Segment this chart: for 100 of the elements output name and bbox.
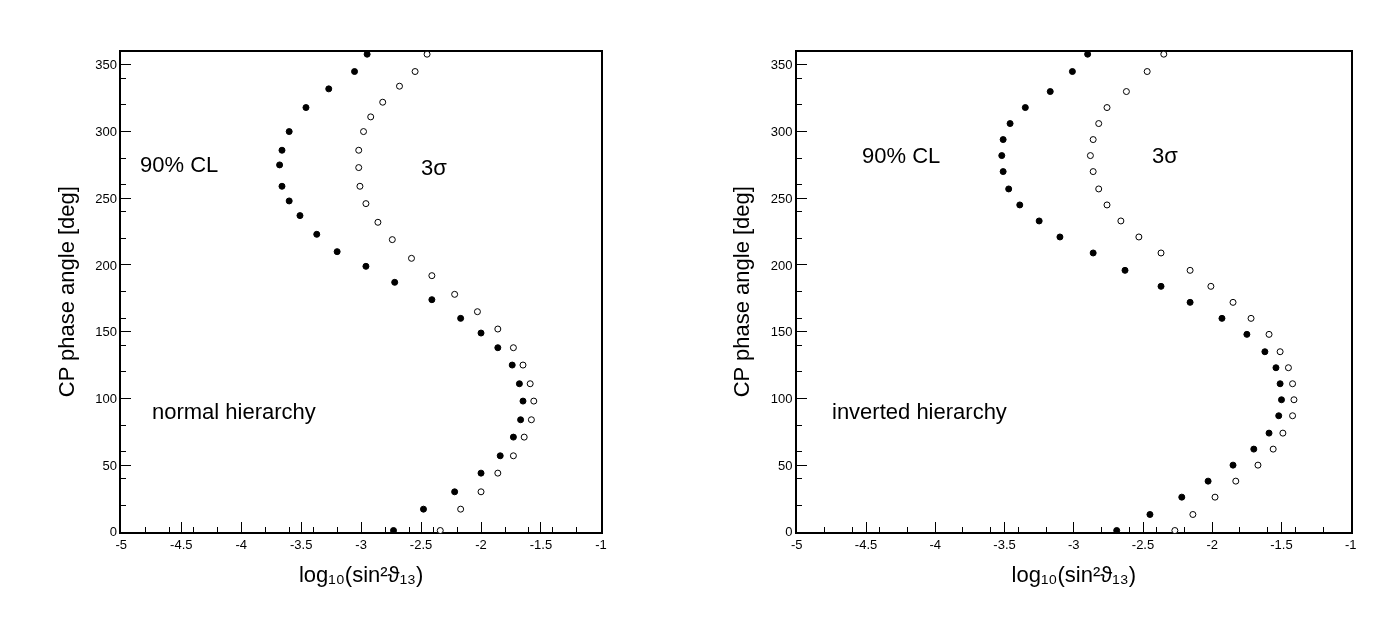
x-tick-label: -5: [791, 537, 803, 553]
point: [1218, 314, 1226, 322]
point: [362, 262, 370, 270]
point: [1178, 493, 1186, 501]
point: [1021, 104, 1029, 112]
point: [356, 182, 364, 190]
point: [351, 68, 359, 76]
x-axis-title: log₁₀(sin²ϑ₁₃): [1011, 561, 1136, 587]
point: [1143, 68, 1151, 76]
point: [1122, 88, 1130, 96]
point: [457, 314, 465, 322]
x-tick-label: -5: [115, 537, 128, 553]
x-tick-label: -4.5: [170, 537, 193, 553]
point: [436, 527, 444, 535]
point: [1146, 510, 1154, 518]
y-tick-label: 350: [770, 57, 793, 73]
point: [1276, 380, 1284, 388]
x-tick-label: -1.5: [1270, 537, 1293, 553]
x-axis-title: log₁₀(sin²ϑ₁₃): [298, 561, 424, 587]
point: [355, 164, 363, 172]
point: [1095, 185, 1103, 193]
x-tick-label: -4: [929, 537, 942, 553]
annotation: normal hierarchy: [152, 399, 316, 424]
point: [999, 136, 1007, 144]
x-tick-label: -2: [475, 537, 487, 553]
text: 3σ: [421, 155, 448, 180]
y-tick-label: 100: [770, 390, 793, 406]
point: [526, 380, 534, 388]
point: [1261, 348, 1269, 356]
point: [1157, 282, 1165, 290]
x-tick-label: -2.5: [409, 537, 433, 553]
point: [1089, 249, 1097, 257]
point: [1254, 461, 1262, 469]
point: [1171, 527, 1179, 535]
x-tick-label: -3.5: [289, 537, 313, 553]
point: [423, 50, 431, 58]
annotation: inverted hierarchy: [832, 399, 1007, 424]
point: [496, 452, 504, 460]
point: [379, 98, 387, 106]
point: [285, 197, 293, 205]
point: [494, 325, 502, 333]
point: [1086, 152, 1094, 160]
point: [396, 82, 403, 90]
point: [1035, 217, 1043, 225]
point: [388, 236, 396, 244]
y-axis-title: CP phase angle [deg]: [53, 186, 79, 398]
point: [313, 230, 321, 238]
point: [285, 128, 293, 136]
point: [1275, 412, 1283, 420]
point: [1189, 510, 1197, 518]
y-tick-label: 200: [95, 257, 117, 273]
point: [509, 452, 517, 460]
point: [1046, 88, 1054, 96]
point: [428, 296, 436, 304]
point: [527, 416, 535, 424]
point: [1232, 477, 1240, 485]
point: [477, 488, 485, 496]
point: [477, 469, 485, 477]
y-axis-title: CP phase angle [deg]: [729, 186, 755, 398]
point: [1117, 217, 1125, 225]
point: [1095, 120, 1103, 128]
point: [451, 488, 459, 496]
point: [355, 146, 363, 154]
point: [1135, 233, 1143, 241]
point: [367, 113, 375, 121]
point: [1289, 380, 1297, 388]
y-tick-label: 0: [785, 524, 793, 540]
x-tick-label: -3: [355, 537, 367, 553]
point: [1243, 330, 1251, 338]
point: [508, 361, 516, 369]
point: [374, 218, 382, 226]
point: [509, 433, 517, 441]
y-tick-label: 250: [770, 190, 793, 206]
point: [428, 272, 436, 280]
point: [1290, 396, 1298, 404]
point: [998, 152, 1006, 160]
point: [1089, 136, 1097, 144]
point: [333, 248, 341, 256]
point: [1276, 348, 1284, 356]
y-tick-label: 300: [95, 124, 117, 140]
point: [296, 212, 304, 220]
x-tick-label: -4.5: [854, 537, 878, 553]
point: [411, 68, 419, 76]
y-tick-label: 50: [778, 457, 793, 473]
point: [515, 380, 523, 388]
point: [1265, 429, 1273, 437]
point: [494, 469, 502, 477]
point: [278, 182, 286, 190]
point: [494, 344, 502, 352]
y-tick-label: 300: [770, 124, 793, 140]
point: [1006, 120, 1014, 128]
point: [1068, 68, 1076, 76]
point: [419, 505, 427, 513]
point: [1103, 104, 1111, 112]
point: [1211, 493, 1219, 501]
point: [1269, 445, 1277, 453]
point: [1284, 364, 1292, 372]
point: [1186, 266, 1194, 274]
point: [473, 308, 481, 316]
point: [451, 290, 459, 298]
